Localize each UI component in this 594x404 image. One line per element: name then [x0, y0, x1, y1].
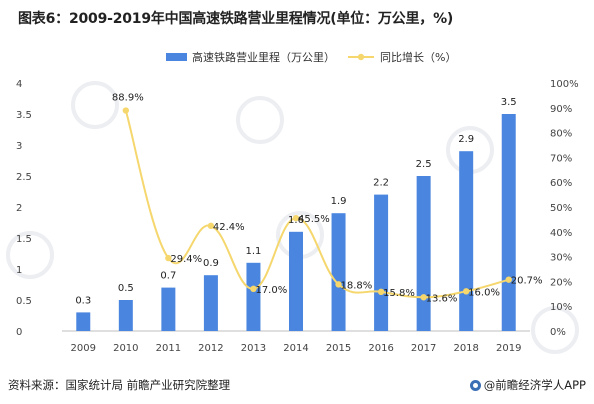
watermark-logo: [6, 231, 54, 279]
right-y-tick-label: 40%: [550, 228, 572, 239]
bar: [203, 275, 218, 331]
right-y-tick-label: 80%: [550, 129, 572, 140]
bar-value-label: 1.6: [288, 215, 304, 226]
left-y-tick-label: 0.5: [16, 296, 32, 307]
source-note: 资料来源：国家统计局 前瞻产业研究院整理: [8, 378, 231, 392]
right-y-tick-label: 50%: [550, 203, 572, 214]
bar: [118, 300, 133, 331]
line-point: [377, 288, 385, 296]
brand-text: @前瞻经济学人APP: [483, 378, 586, 392]
line-point: [122, 107, 130, 114]
chart-legend: 高速铁路营业里程（万公里） 同比增长（%）: [166, 50, 456, 64]
bar-value-label: 0.9: [203, 258, 219, 269]
bar-value-label: 2.5: [416, 159, 432, 170]
bar: [246, 262, 261, 331]
x-tick-label: 2017: [411, 343, 436, 354]
right-y-tick-label: 0%: [550, 327, 566, 338]
bar: [76, 312, 91, 331]
line-point: [462, 288, 470, 295]
right-y-tick-label: 60%: [550, 178, 572, 189]
brand-credit: @前瞻经济学人APP: [469, 377, 586, 393]
line-point: [420, 294, 427, 301]
right-y-tick-label: 30%: [550, 253, 572, 264]
brand-logo-icon: [469, 379, 481, 391]
line-value-label: 15.8%: [383, 288, 415, 299]
watermark-logo: [71, 81, 119, 129]
line-value-label: 18.8%: [341, 280, 373, 291]
bar-value-label: 0.3: [75, 295, 91, 306]
line-point: [207, 222, 215, 230]
data-labels: 0.3 0.5 0.7 0.9 1.1 1.6 1.9 2.2 2.5 2.9 3.5 88.9% 29…: [75, 93, 542, 307]
bar-value-label: 1.9: [331, 196, 347, 207]
left-y-tick-label: 2: [16, 203, 22, 214]
line-point: [335, 281, 342, 288]
left-y-tick-label: 1: [16, 265, 22, 276]
line-point: [165, 254, 172, 262]
left-y-tick-label: 4: [16, 79, 22, 90]
left-y-tick-label: 1.5: [16, 234, 32, 245]
bar-value-label: 2.2: [373, 178, 389, 189]
line-value-label: 16.0%: [468, 287, 500, 298]
legend-line-marker: [357, 53, 365, 61]
line-point: [505, 276, 512, 283]
bar: [289, 231, 303, 331]
bar: [161, 287, 176, 331]
line-value-label: 42.4%: [213, 222, 245, 233]
bar: [501, 114, 516, 331]
bar: [416, 176, 431, 331]
left-y-tick-label: 0: [16, 327, 22, 338]
x-tick-label: 2012: [198, 343, 223, 354]
right-y-tick-label: 100%: [550, 79, 579, 90]
bar-value-label: 1.1: [246, 246, 262, 257]
line-value-label: 45.5%: [298, 214, 330, 225]
right-y-tick-label: 70%: [550, 153, 572, 164]
line-value-label: 17.0%: [255, 285, 287, 296]
bar-value-label: 0.5: [118, 283, 134, 294]
right-y-tick-label: 10%: [550, 302, 572, 313]
watermark-logo: [531, 306, 579, 354]
left-y-tick-label: 3.5: [16, 110, 32, 121]
x-tick-label: 2018: [453, 343, 478, 354]
left-y-tick-label: 3: [16, 141, 22, 152]
bar: [331, 213, 346, 331]
line-value-label: 13.6%: [426, 293, 458, 304]
line-value-label: 88.9%: [112, 93, 144, 104]
x-tick-label: 2014: [283, 343, 308, 354]
bar-value-label: 2.9: [458, 134, 474, 145]
line-point: [292, 214, 300, 222]
bar-value-label: 0.7: [160, 271, 176, 282]
x-tick-label: 2016: [368, 343, 393, 354]
bar-value-label: 3.5: [501, 97, 517, 108]
x-tick-label: 2011: [156, 343, 181, 354]
x-tick-label: 2019: [496, 343, 521, 354]
legend-bar-label: 高速铁路营业里程（万公里）: [192, 50, 335, 64]
x-tick-label: 2010: [113, 343, 138, 354]
line-value-label: 20.7%: [511, 276, 543, 287]
x-tick-label: 2009: [71, 343, 96, 354]
bar-series: [76, 114, 516, 331]
legend-line-label: 同比增长（%）: [380, 50, 456, 64]
bar: [459, 151, 474, 331]
chart-title: 图表6：2009-2019年中国高速铁路营业里程情况(单位：万公里，%): [18, 11, 454, 27]
right-y-tick-label: 20%: [550, 277, 572, 288]
left-y-tick-label: 2.5: [16, 172, 32, 183]
line-series: [122, 107, 512, 301]
x-tick-label: 2015: [326, 343, 351, 354]
legend-bar-swatch: [166, 53, 187, 61]
line-point: [250, 285, 257, 293]
watermark-logo: [236, 96, 284, 144]
x-tick-label: 2013: [241, 343, 266, 354]
bar: [374, 194, 389, 331]
line-value-label: 29.4%: [170, 254, 202, 265]
right-y-tick-label: 90%: [550, 104, 572, 115]
